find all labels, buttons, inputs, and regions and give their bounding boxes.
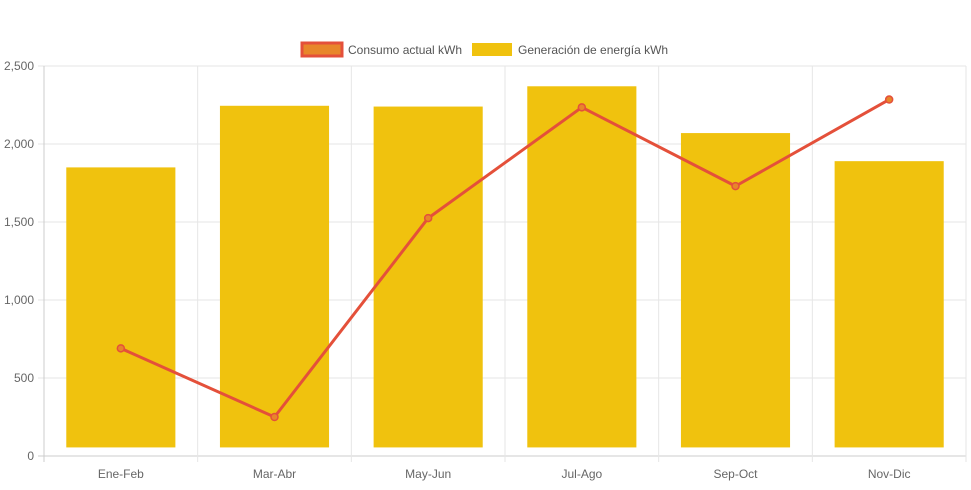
- legend: Consumo actual kWh Generación de energía…: [300, 41, 668, 58]
- legend-swatch-consumo[interactable]: [300, 41, 344, 58]
- consumo-point[interactable]: [577, 103, 587, 112]
- y-tick-label: 1,500: [4, 215, 34, 229]
- bar[interactable]: [219, 105, 330, 448]
- x-tick-label: Mar-Abr: [253, 467, 296, 481]
- legend-label-consumo[interactable]: Consumo actual kWh: [348, 43, 462, 57]
- y-tick-label: 0: [27, 449, 34, 463]
- bar[interactable]: [373, 106, 483, 448]
- bar[interactable]: [834, 161, 944, 448]
- x-tick-label: May-Jun: [405, 467, 451, 481]
- x-tick-label: Nov-Dic: [868, 467, 911, 481]
- legend-label-generacion[interactable]: Generación de energía kWh: [518, 43, 668, 57]
- consumo-point[interactable]: [116, 344, 126, 353]
- consumo-point[interactable]: [270, 412, 279, 422]
- consumo-line: [120, 98, 890, 419]
- line-series: [116, 95, 894, 422]
- bars: [66, 86, 944, 448]
- consumo-point[interactable]: [884, 95, 894, 104]
- x-tick-label: Ene-Feb: [98, 467, 144, 481]
- axes: 0 500 1,000 1,500 2,000 2,500 Ene-Feb Mar-Abr Ma…: [4, 59, 911, 481]
- consumo-point[interactable]: [423, 213, 433, 223]
- bar[interactable]: [680, 133, 791, 448]
- y-tick-label: 500: [14, 371, 34, 385]
- consumo-point[interactable]: [731, 181, 740, 191]
- bar[interactable]: [66, 167, 176, 448]
- x-tick-label: Sep-Oct: [713, 467, 758, 481]
- x-tick-label: Jul-Ago: [561, 467, 602, 481]
- y-tick-label: 1,000: [4, 293, 34, 307]
- legend-swatch-generacion[interactable]: [472, 43, 512, 56]
- bar[interactable]: [527, 86, 637, 448]
- y-tick-label: 2,500: [4, 59, 34, 73]
- y-tick-label: 2,000: [4, 137, 34, 151]
- grid: [38, 65, 967, 462]
